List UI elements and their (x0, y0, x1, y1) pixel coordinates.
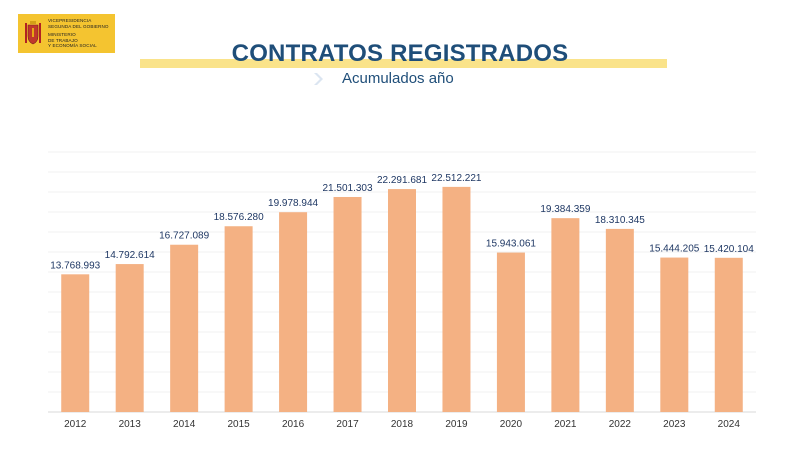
x-tick-label: 2021 (554, 419, 577, 430)
x-tick-label: 2024 (718, 419, 741, 430)
page-subtitle: Acumulados año (342, 70, 454, 87)
x-tick-label: 2019 (445, 419, 468, 430)
x-tick-label: 2022 (609, 419, 632, 430)
bar (605, 228, 634, 412)
bar (333, 196, 362, 412)
x-tick-label: 2015 (227, 419, 250, 430)
x-tick-label: 2017 (336, 419, 359, 430)
data-label: 22.291.681 (377, 175, 427, 186)
bar (442, 186, 471, 412)
bar (279, 212, 308, 412)
data-label: 22.512.221 (431, 173, 481, 184)
bar (61, 274, 90, 412)
data-label: 16.727.089 (159, 231, 209, 242)
logo-line: VICEPRESIDENCIA (48, 18, 92, 24)
logo-line: Y ECONOMÍA SOCIAL (48, 43, 97, 49)
title-underline-band (140, 59, 667, 68)
data-label: 15.943.061 (486, 239, 536, 250)
data-label: 19.384.359 (540, 204, 590, 215)
data-label: 21.501.303 (323, 183, 373, 194)
data-label: 13.768.993 (50, 260, 100, 271)
data-label: 15.420.104 (704, 244, 754, 255)
bar (224, 226, 253, 412)
data-label: 14.792.614 (105, 250, 155, 261)
x-tick-label: 2023 (663, 419, 686, 430)
page-title: CONTRATOS REGISTRADOS (231, 40, 569, 67)
bar (660, 257, 689, 412)
data-label: 18.576.280 (214, 212, 264, 223)
logo-line: DE TRABAJO (48, 37, 78, 43)
bar (551, 218, 580, 412)
x-tick-label: 2016 (282, 419, 305, 430)
x-tick-label: 2018 (391, 419, 414, 430)
data-label: 18.310.345 (595, 215, 645, 226)
x-tick-label: 2014 (173, 419, 196, 430)
logo-line: SEGUNDA DEL GOBIERNO (48, 23, 109, 29)
bar (115, 264, 144, 412)
data-label: 15.444.205 (649, 244, 699, 255)
logo-line: MINISTERIO (48, 32, 76, 38)
x-tick-label: 2013 (119, 419, 142, 430)
bar (496, 252, 525, 412)
government-logo: VICEPRESIDENCIA SEGUNDA DEL GOBIERNO MIN… (18, 14, 115, 53)
coat-of-arms-icon (25, 20, 41, 44)
subtitle-row: Acumulados año (312, 70, 454, 87)
bar (388, 189, 416, 412)
bar (714, 257, 743, 412)
bar (170, 244, 199, 412)
x-tick-label: 2020 (500, 419, 523, 430)
data-label: 19.978.944 (268, 198, 318, 209)
logo-text: VICEPRESIDENCIA SEGUNDA DEL GOBIERNO MIN… (48, 18, 109, 48)
x-tick-label: 2012 (64, 419, 87, 430)
chevron-right-icon (314, 72, 323, 85)
